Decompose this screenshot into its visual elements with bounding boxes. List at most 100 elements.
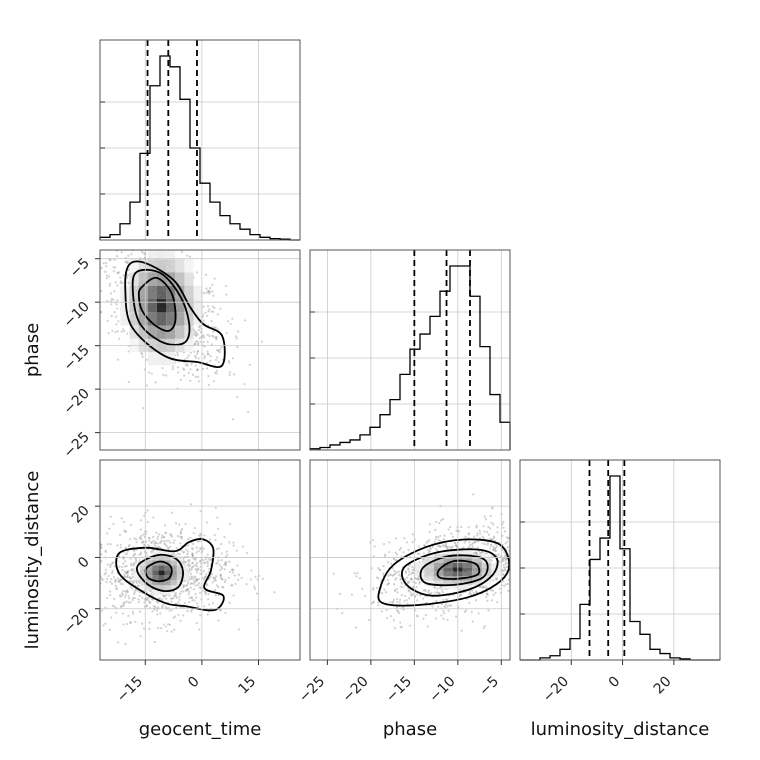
scatter-point bbox=[397, 573, 401, 576]
scatter-point bbox=[448, 545, 452, 549]
scatter-point bbox=[204, 311, 207, 314]
scatter-point bbox=[372, 588, 375, 591]
scatter-point bbox=[135, 538, 138, 541]
scatter-point bbox=[194, 567, 197, 571]
scatter-point bbox=[504, 559, 507, 562]
scatter-point bbox=[411, 571, 414, 574]
density-cell bbox=[443, 562, 454, 568]
scatter-point bbox=[196, 571, 199, 574]
scatter-point bbox=[78, 579, 80, 581]
scatter-point bbox=[79, 581, 81, 583]
scatter-point bbox=[190, 566, 194, 569]
density-cell bbox=[170, 585, 177, 591]
scatter-point bbox=[232, 544, 235, 547]
scatter-point bbox=[469, 543, 472, 546]
scatter-point bbox=[381, 591, 384, 595]
scatter-point bbox=[125, 590, 128, 593]
scatter-point bbox=[140, 541, 144, 544]
scatter-point bbox=[483, 543, 486, 546]
scatter-point bbox=[175, 596, 179, 599]
density-cell bbox=[433, 558, 444, 563]
scatter-point bbox=[216, 516, 219, 519]
density-cell bbox=[176, 585, 183, 591]
scatter-point bbox=[152, 516, 155, 519]
scatter-point bbox=[112, 270, 115, 273]
scatter-point bbox=[100, 289, 103, 293]
scatter-point bbox=[188, 600, 191, 604]
scatter-point bbox=[489, 547, 492, 550]
scatter-point bbox=[399, 575, 402, 578]
scatter-point bbox=[175, 606, 178, 609]
scatter-point bbox=[167, 623, 170, 626]
scatter-point bbox=[476, 546, 480, 549]
scatter-point bbox=[442, 617, 445, 620]
scatter-point bbox=[527, 554, 529, 556]
scatter-point bbox=[441, 518, 445, 521]
scatter-point bbox=[118, 337, 121, 340]
density-cell bbox=[138, 259, 148, 273]
density-cell bbox=[176, 580, 183, 586]
scatter-point bbox=[92, 562, 94, 564]
scatter-point bbox=[514, 570, 516, 572]
density-panel-geocent_time-phase bbox=[100, 245, 264, 421]
scatter-point bbox=[502, 573, 505, 576]
scatter-point bbox=[416, 599, 419, 602]
density-cell bbox=[472, 567, 482, 572]
scatter-point bbox=[438, 592, 441, 595]
scatter-point bbox=[138, 537, 142, 540]
density-cell bbox=[146, 585, 153, 591]
scatter-point bbox=[186, 581, 189, 585]
scatter-point bbox=[407, 573, 411, 577]
scatter-point bbox=[220, 567, 224, 570]
scatter-point bbox=[391, 567, 394, 570]
density-cell bbox=[433, 554, 444, 559]
scatter-point bbox=[112, 245, 114, 247]
scatter-point bbox=[159, 597, 162, 600]
scatter-point bbox=[178, 553, 181, 556]
scatter-point bbox=[124, 530, 127, 533]
scatter-point bbox=[151, 610, 154, 613]
scatter-point bbox=[399, 626, 402, 629]
scatter-point bbox=[423, 544, 426, 547]
scatter-point bbox=[183, 579, 187, 583]
scatter-point bbox=[393, 583, 396, 586]
scatter-point bbox=[490, 543, 493, 546]
scatter-point bbox=[507, 589, 510, 592]
density-cell bbox=[433, 562, 444, 568]
scatter-point bbox=[495, 578, 498, 581]
scatter-point bbox=[206, 314, 209, 317]
scatter-point bbox=[106, 577, 109, 580]
scatter-point bbox=[195, 551, 198, 554]
scatter-point bbox=[132, 564, 135, 567]
density-cell bbox=[164, 565, 171, 571]
contour-geocent_time-phase-1 bbox=[131, 268, 191, 346]
scatter-point bbox=[197, 549, 200, 553]
scatter-point bbox=[133, 245, 135, 247]
scatter-point bbox=[562, 551, 564, 553]
scatter-point bbox=[97, 615, 99, 617]
scatter-point bbox=[492, 548, 495, 551]
scatter-point bbox=[187, 588, 190, 591]
density-cell bbox=[156, 352, 167, 366]
scatter-point bbox=[126, 570, 129, 573]
scatter-point bbox=[400, 581, 403, 584]
scatter-point bbox=[107, 574, 110, 578]
ytick-label-phase-2: −15 bbox=[61, 342, 93, 374]
density-cell bbox=[193, 299, 203, 313]
scatter-point bbox=[195, 621, 198, 625]
scatter-point bbox=[478, 529, 481, 532]
scatter-point bbox=[467, 533, 470, 536]
scatter-point bbox=[516, 576, 518, 578]
scatter-point bbox=[130, 577, 133, 580]
scatter-point bbox=[393, 569, 396, 573]
scatter-point bbox=[355, 575, 358, 578]
density-cell bbox=[414, 567, 425, 572]
scatter-point bbox=[122, 605, 125, 608]
density-cell bbox=[472, 558, 482, 563]
density-cell bbox=[158, 570, 165, 576]
scatter-point bbox=[417, 577, 420, 580]
scatter-point bbox=[528, 530, 530, 532]
scatter-point bbox=[404, 578, 407, 581]
scatter-point bbox=[186, 563, 189, 566]
scatter-point bbox=[118, 580, 121, 583]
